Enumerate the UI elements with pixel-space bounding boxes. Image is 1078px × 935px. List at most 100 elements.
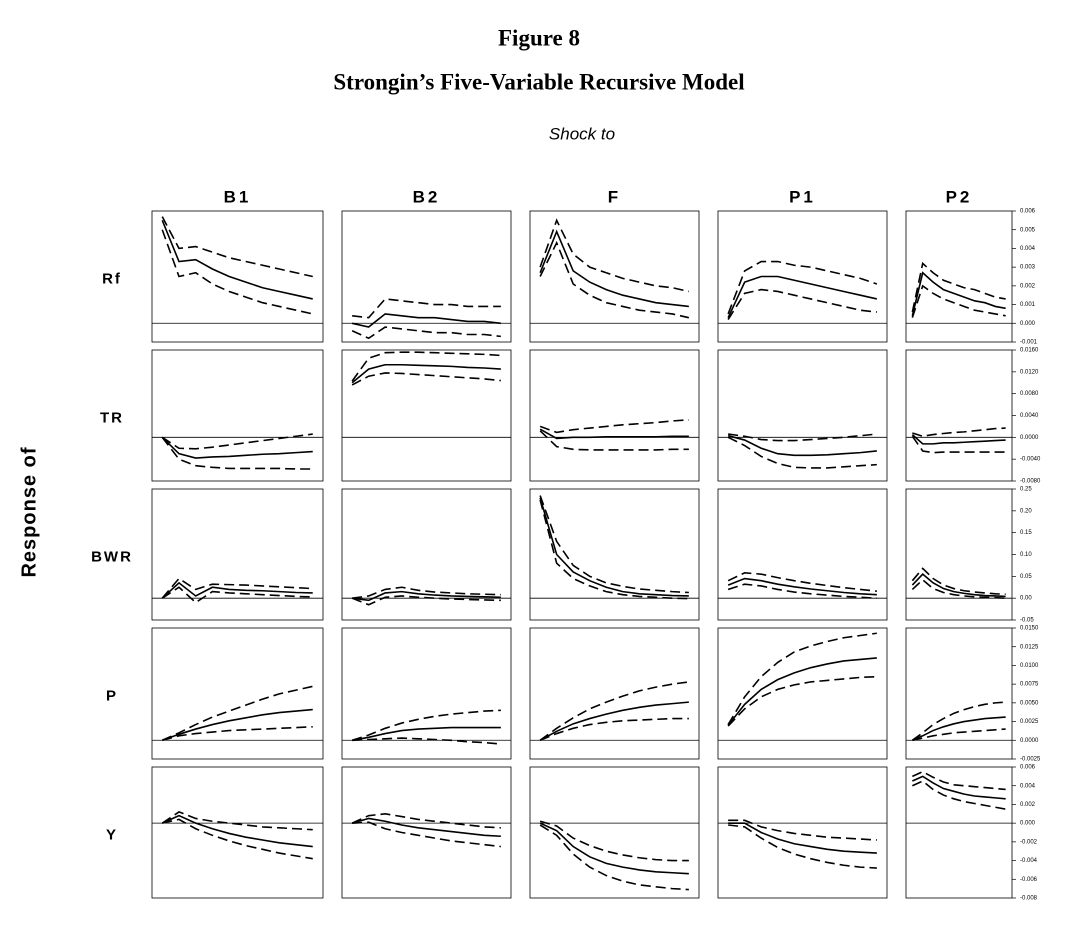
confidence-band-line — [539, 430, 689, 451]
confidence-band-line — [539, 820, 689, 862]
response-line — [539, 701, 689, 741]
confidence-band-line — [728, 819, 877, 841]
y-tick-label: 0.10 — [1020, 552, 1032, 558]
confidence-band-line — [539, 717, 689, 742]
confidence-band-line — [161, 685, 313, 742]
panel-frame — [905, 627, 1013, 760]
panel-frame — [529, 766, 700, 899]
y-tick-label: 0.0120 — [1020, 369, 1039, 375]
response-line — [539, 822, 689, 875]
y-tick-label: 0.0025 — [1020, 719, 1039, 725]
confidence-band-line — [539, 419, 689, 434]
y-tick-label: 0.0000 — [1020, 738, 1039, 744]
response-line — [352, 590, 501, 602]
panel-frame — [341, 210, 512, 343]
panel-frame — [905, 488, 1013, 621]
confidence-band-line — [539, 681, 689, 741]
confidence-band-line — [351, 372, 501, 386]
response-line — [161, 708, 313, 742]
y-tick-label: 0.0000 — [1020, 435, 1039, 441]
confidence-band-line — [911, 578, 1006, 599]
panel-frame — [717, 766, 888, 899]
confidence-band-line — [912, 427, 1006, 438]
response-line — [351, 363, 501, 384]
y-tick-label: 0.006 — [1020, 209, 1036, 215]
y-tick-label: 0.001 — [1020, 302, 1036, 308]
column-label: B1 — [224, 187, 252, 206]
figure-subtitle: Strongin’s Five-Variable Recursive Model — [333, 69, 744, 94]
y-tick-label: 0.00 — [1020, 596, 1032, 602]
column-label: P1 — [789, 187, 816, 206]
confidence-band-line — [912, 780, 1006, 810]
confidence-band-line — [161, 577, 313, 599]
y-tick-label: 0.0075 — [1020, 682, 1039, 688]
column-axis-label: Shock to — [549, 124, 615, 143]
y-tick-label: 0.0080 — [1020, 391, 1039, 397]
confidence-band-line — [911, 701, 1006, 741]
y-tick-label: -0.002 — [1020, 839, 1038, 845]
confidence-band-line — [911, 567, 1006, 596]
confidence-band-line — [727, 436, 877, 469]
confidence-band-line — [539, 218, 690, 293]
y-tick-label: -0.008 — [1020, 896, 1038, 902]
y-tick-label: 0.003 — [1020, 265, 1036, 271]
panel-frame — [151, 488, 324, 621]
y-tick-label: -0.05 — [1020, 618, 1034, 624]
response-line — [539, 428, 689, 440]
row-label: Y — [106, 826, 118, 843]
panel-frame — [905, 210, 1013, 343]
confidence-band-line — [352, 298, 501, 319]
y-tick-label: 0.25 — [1020, 487, 1032, 493]
confidence-band-line — [912, 770, 1006, 791]
response-line — [911, 573, 1006, 598]
response-line — [351, 313, 501, 328]
column-label: F — [608, 187, 621, 206]
confidence-band-line — [727, 583, 877, 599]
confidence-band-line — [162, 726, 313, 742]
panel-frame — [717, 488, 888, 621]
y-tick-label: -0.0040 — [1020, 457, 1041, 463]
y-tick-label: 0.004 — [1020, 783, 1036, 789]
y-tick-label: 0.05 — [1020, 574, 1032, 580]
panel-frame — [341, 349, 512, 482]
response-line — [539, 229, 689, 308]
y-tick-label: -0.0025 — [1020, 757, 1041, 763]
panel-frame — [905, 766, 1013, 899]
row-axis-label: Response of — [18, 446, 40, 577]
figure-title: Figure 8 — [498, 25, 580, 50]
panel-frame — [151, 349, 324, 482]
y-tick-label: 0.0160 — [1020, 348, 1039, 354]
response-line — [161, 436, 313, 459]
y-tick-label: 0.005 — [1020, 227, 1036, 233]
confidence-band-line — [911, 435, 1006, 454]
confidence-band-line — [727, 288, 877, 320]
confidence-band-line — [727, 632, 877, 725]
confidence-band-line — [161, 433, 313, 450]
confidence-band-line — [351, 812, 501, 829]
confidence-band-line — [352, 737, 501, 745]
column-label: B2 — [413, 187, 441, 206]
confidence-band-line — [727, 572, 877, 592]
confidence-band-line — [351, 326, 501, 340]
y-tick-label: 0.000 — [1020, 821, 1036, 827]
y-tick-label: 0.0150 — [1020, 626, 1039, 632]
panel-frame — [529, 488, 700, 621]
response-line — [912, 716, 1006, 742]
confidence-band-line — [728, 824, 877, 869]
response-line — [727, 577, 877, 596]
confidence-band-line — [351, 351, 501, 382]
panel-frame — [529, 210, 700, 343]
y-tick-label: 0.0050 — [1020, 700, 1039, 706]
response-line — [911, 271, 1006, 316]
y-tick-label: 0.0125 — [1020, 644, 1039, 650]
y-tick-label: -0.0080 — [1020, 479, 1041, 485]
panel-frame — [529, 349, 700, 482]
confidence-band-line — [162, 818, 313, 860]
panel-frame — [341, 488, 512, 621]
panel-frame — [151, 766, 324, 899]
y-tick-label: -0.004 — [1020, 858, 1038, 864]
panel-frame — [717, 349, 888, 482]
confidence-band-line — [352, 586, 501, 599]
panel-frame — [717, 210, 888, 343]
